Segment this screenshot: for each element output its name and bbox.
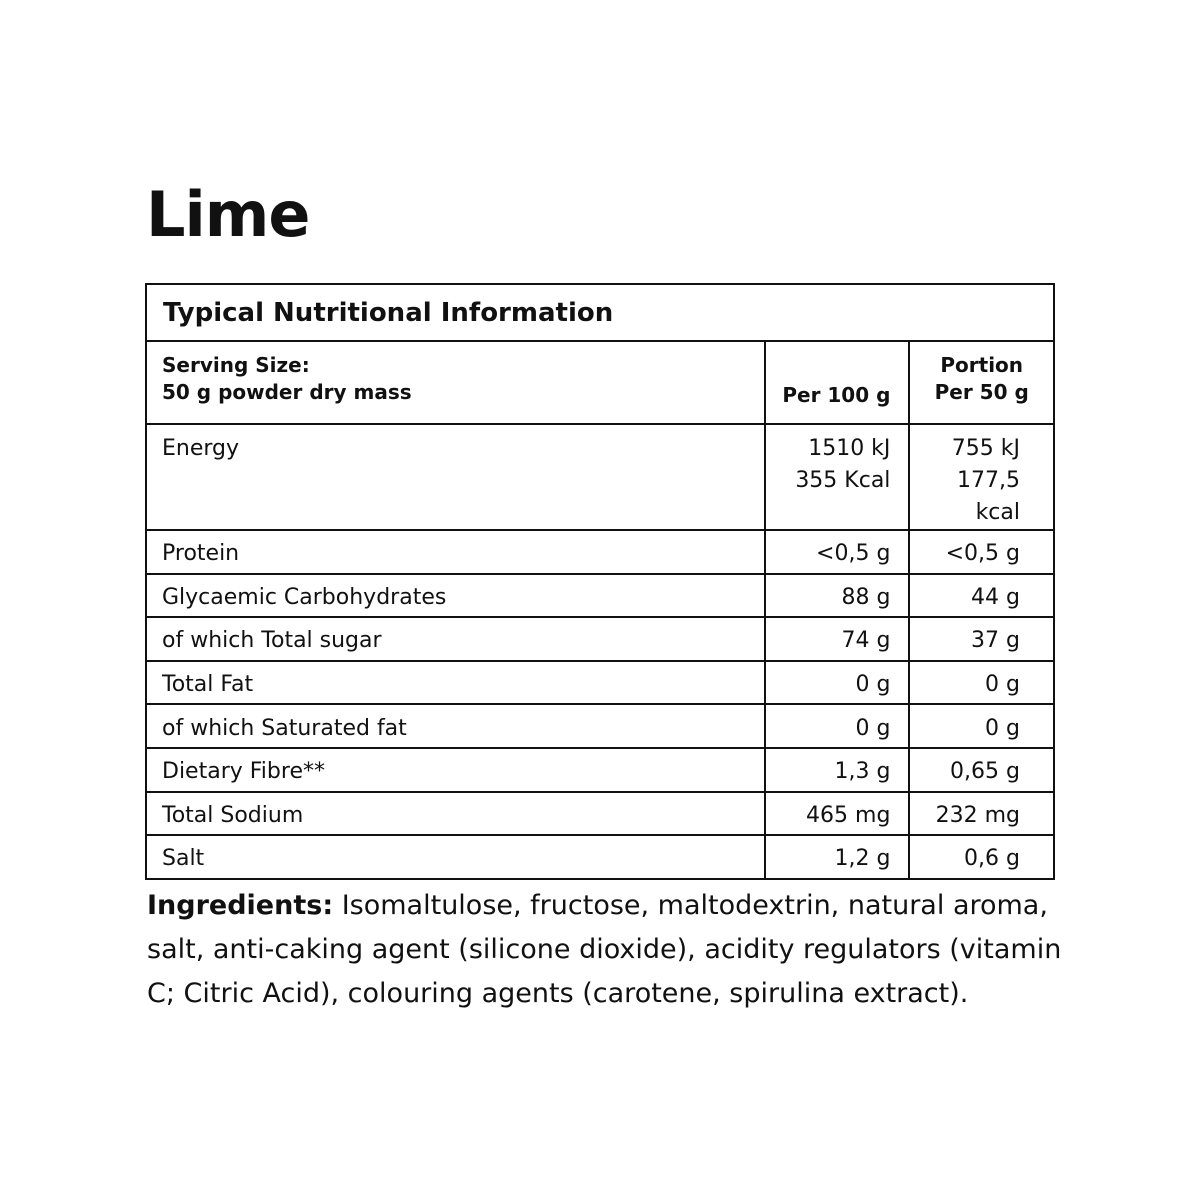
ingredients-text: Isomaltulose, fructose, maltodextrin, na… xyxy=(147,890,1062,1009)
ingredients: Ingredients: Isomaltulose, fructose, mal… xyxy=(147,884,1072,1016)
table-row: Glycaemic Carbohydrates 88 g 44 g xyxy=(145,572,1055,619)
energy-per100: 1510 kJ 355 Kcal xyxy=(763,423,911,531)
value: 1510 kJ xyxy=(808,436,891,461)
row-label: Salt xyxy=(145,834,766,880)
per100-value: 88 g xyxy=(763,572,911,619)
per100-value: <0,5 g xyxy=(763,529,911,575)
per100-value: 465 mg xyxy=(763,790,911,837)
row-label: Energy xyxy=(145,423,766,531)
portion-value: 44 g xyxy=(908,572,1055,619)
per100-value: 1,3 g xyxy=(763,746,911,793)
per100-value: 74 g xyxy=(763,616,911,662)
row-label: Dietary Fibre** xyxy=(145,746,766,793)
serving-label: Serving Size: xyxy=(162,353,310,377)
table-row: Protein <0,5 g <0,5 g xyxy=(145,529,1055,575)
product-title: Lime xyxy=(146,178,310,251)
header-row: Serving Size: 50 g powder dry mass Per 10… xyxy=(145,340,1055,425)
nutrition-table: Typical Nutritional Information Serving … xyxy=(145,283,1055,880)
value: 177,5 kcal xyxy=(957,468,1020,525)
col-portion: Portion Per 50 g xyxy=(908,340,1055,425)
per100-value: 1,2 g xyxy=(763,834,911,880)
portion-value: 0,65 g xyxy=(908,746,1055,793)
serving-value: 50 g powder dry mass xyxy=(162,380,412,404)
table-row: of which Total sugar 74 g 37 g xyxy=(145,616,1055,662)
table-row: Salt 1,2 g 0,6 g xyxy=(145,834,1055,880)
portion-value: 232 mg xyxy=(908,790,1055,837)
ingredients-label: Ingredients: xyxy=(147,890,334,921)
row-label: Protein xyxy=(145,529,766,575)
col-portion-line1: Portion xyxy=(940,353,1024,377)
table-row: Dietary Fibre** 1,3 g 0,65 g xyxy=(145,746,1055,793)
row-label: Total Fat xyxy=(145,659,766,706)
energy-row: Energy 1510 kJ 355 Kcal 755 kJ 177,5 kcal xyxy=(145,423,1055,531)
portion-value: 0 g xyxy=(908,659,1055,706)
portion-value: <0,5 g xyxy=(908,529,1055,575)
table-row: Total Sodium 465 mg 232 mg xyxy=(145,790,1055,837)
value: 355 Kcal xyxy=(795,468,891,493)
portion-value: 0 g xyxy=(908,703,1055,749)
portion-value: 37 g xyxy=(908,616,1055,662)
per100-value: 0 g xyxy=(763,703,911,749)
portion-value: 0,6 g xyxy=(908,834,1055,880)
value: 755 kJ xyxy=(951,436,1020,461)
row-label: of which Total sugar xyxy=(145,616,766,662)
row-label: Glycaemic Carbohydrates xyxy=(145,572,766,619)
row-label: of which Saturated fat xyxy=(145,703,766,749)
energy-portion: 755 kJ 177,5 kcal xyxy=(908,423,1055,531)
per100-value: 0 g xyxy=(763,659,911,706)
row-label: Total Sodium xyxy=(145,790,766,837)
col-per100: Per 100 g xyxy=(763,340,911,425)
table-caption: Typical Nutritional Information xyxy=(145,283,1055,342)
serving-size: Serving Size: 50 g powder dry mass xyxy=(145,340,766,425)
col-portion-line2: Per 50 g xyxy=(934,380,1029,404)
